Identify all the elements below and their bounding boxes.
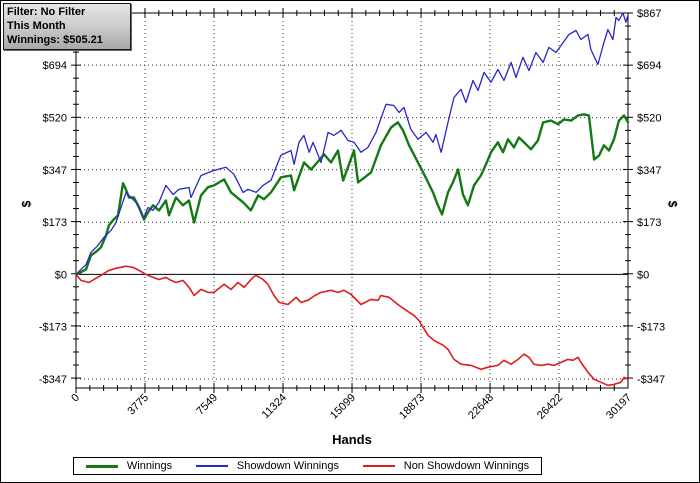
series-line-0 xyxy=(74,113,630,276)
y-axis-tick-label-right: $173 xyxy=(637,217,661,229)
x-axis-tick-label: 18873 xyxy=(397,392,427,422)
chart-legend: Winnings Showdown Winnings Non Showdown Wi… xyxy=(73,457,542,475)
x-axis-title: Hands xyxy=(332,432,372,447)
legend-item-1: Showdown Winnings xyxy=(195,460,339,472)
legend-label: Winnings xyxy=(126,460,173,472)
legend-label: Showdown Winnings xyxy=(236,460,339,472)
y-axis-tick-label-left: $520 xyxy=(43,113,67,125)
legend-swatch-icon xyxy=(195,465,228,467)
y-axis-tick-label-right: -$347 xyxy=(637,374,665,386)
x-axis-tick-label: 7549 xyxy=(194,392,220,418)
y-axis-tick-label-right: $520 xyxy=(637,113,661,125)
series-line-2 xyxy=(75,265,629,387)
y-axis-title-right: $ xyxy=(665,200,680,208)
y-axis-tick-label-right: $694 xyxy=(637,60,661,72)
y-axis-tick-label-right: $347 xyxy=(637,165,661,177)
x-axis-tick-label: 26422 xyxy=(535,392,565,422)
x-axis-tick-label: 0 xyxy=(69,392,82,405)
x-axis-tick-label: 30197 xyxy=(604,392,634,422)
tooltip-winnings-line: Winnings: $505.21 xyxy=(7,34,103,46)
y-axis-tick-label-left: -$173 xyxy=(39,322,67,334)
y-axis-tick-label-left: $694 xyxy=(43,60,67,72)
filter-info-tooltip: Filter: No Filter This Month Winnings: $… xyxy=(3,3,131,50)
x-axis-tick-label: 3775 xyxy=(125,392,151,418)
y-axis-tick-label-right: -$173 xyxy=(637,322,665,334)
tooltip-filter-line: Filter: No Filter xyxy=(7,6,86,18)
y-axis-tick-label-left: $0 xyxy=(55,269,67,281)
y-axis-tick-label-left: $347 xyxy=(43,165,67,177)
series-line-1 xyxy=(75,12,629,276)
y-axis-tick-label-left: $173 xyxy=(43,217,67,229)
y-axis-tick-label-right: $0 xyxy=(637,269,649,281)
legend-label: Non Showdown Winnings xyxy=(403,460,530,472)
tooltip-period-line: This Month xyxy=(7,20,66,32)
legend-swatch-icon xyxy=(85,464,118,468)
x-axis-tick-label: 11324 xyxy=(260,392,290,422)
x-axis-tick-label: 22648 xyxy=(466,392,496,422)
legend-item-2: Non Showdown Winnings xyxy=(362,460,530,472)
legend-swatch-icon xyxy=(362,465,395,467)
y-axis-tick-label-left: -$347 xyxy=(39,374,67,386)
x-axis-tick-label: 15099 xyxy=(328,392,358,422)
y-axis-title-left: $ xyxy=(19,200,34,208)
legend-item-0: Winnings xyxy=(85,460,173,472)
y-axis-tick-label-right: $867 xyxy=(637,8,661,20)
